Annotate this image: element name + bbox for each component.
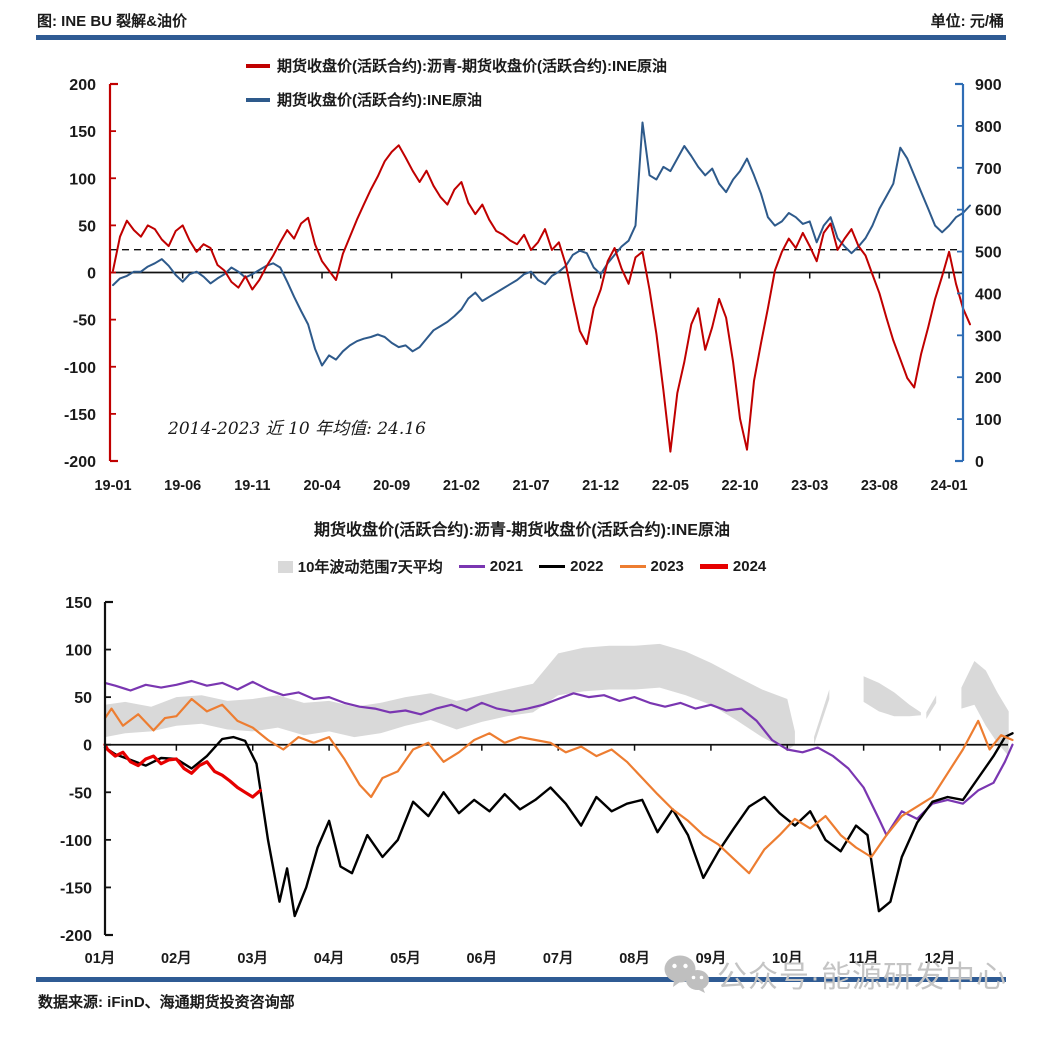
seasonal-line-2022 xyxy=(103,732,1014,918)
ten-year-range-band xyxy=(105,643,795,751)
legend-marker-2023 xyxy=(619,565,646,568)
ten-year-range-band xyxy=(961,661,1009,757)
legend-label-crude: 期货收盘价(活跃合约):INE原油 xyxy=(277,92,482,109)
top-x-tick-label: 22-05 xyxy=(652,478,689,494)
mean-value-annotation: 2014-2023 近 10 年均值: 24.16 xyxy=(168,419,426,439)
watermark-text: 公众号·能源研发中心 xyxy=(717,961,1007,994)
top-x-tick-label: 19-11 xyxy=(234,478,270,494)
legend-item-2024: 2024 xyxy=(699,558,767,575)
top-x-tick-label: 21-07 xyxy=(512,478,549,494)
top-x-tick-label: 21-02 xyxy=(443,478,480,494)
bottom-x-tick-label: 07月 xyxy=(543,950,574,967)
top-left-tick-label: 50 xyxy=(78,218,96,235)
top-x-tick-label: 21-12 xyxy=(582,478,619,494)
bottom-x-tick-label: 10月 xyxy=(772,950,803,967)
bottom-left-tick-label: -100 xyxy=(60,833,92,850)
ten-year-range-band xyxy=(863,676,921,717)
ten-year-range-band xyxy=(814,689,830,745)
legend-marker-2022 xyxy=(539,565,566,568)
legend-label-2021: 2021 xyxy=(489,558,524,575)
unit-label: 单位: 元/桶 xyxy=(930,13,1004,30)
bottom-x-tick-label: 02月 xyxy=(161,950,192,967)
top-left-tick-label: 200 xyxy=(69,77,96,94)
legend-label-2023: 2023 xyxy=(650,558,684,575)
legend-marker-2024 xyxy=(699,564,728,569)
bottom-x-tick-label: 09月 xyxy=(696,950,727,967)
legend-swatch-band xyxy=(277,560,293,573)
top-x-tick-label: 23-08 xyxy=(861,478,898,494)
top-right-tick-label: 200 xyxy=(975,370,1002,387)
legend-marker-crack xyxy=(246,63,270,68)
bottom-x-tick-label: 11月 xyxy=(849,950,879,967)
legend-label-crack: 期货收盘价(活跃合约):沥青-期货收盘价(活跃合约):INE原油 xyxy=(277,58,667,75)
header-divider xyxy=(36,35,1006,40)
top-x-tick-label: 19-01 xyxy=(94,478,131,494)
watermark: 公众号·能源研发中心 xyxy=(664,952,1007,996)
bottom-left-tick-label: -200 xyxy=(60,928,92,945)
crude-price-line xyxy=(112,121,971,367)
top-left-tick-label: -150 xyxy=(64,407,96,424)
wechat-icon xyxy=(664,955,709,993)
seasonal-line-2023 xyxy=(103,697,1014,875)
top-x-tick-label: 23-03 xyxy=(791,478,828,494)
crack-spread-line xyxy=(112,144,971,453)
top-right-tick-label: 300 xyxy=(975,328,1002,345)
top-right-tick-label: 400 xyxy=(975,286,1002,303)
legend-item-2022: 2022 xyxy=(539,558,604,575)
top-chart-legend: 期货收盘价(活跃合约):沥青-期货收盘价(活跃合约):INE原油 期货收盘价(活… xyxy=(246,55,667,110)
legend-item-band: 10年波动范围7天平均 xyxy=(277,556,443,577)
top-left-tick-label: -50 xyxy=(73,313,96,330)
top-right-tick-label: 100 xyxy=(975,412,1002,429)
bottom-left-tick-label: 50 xyxy=(74,690,92,707)
legend-marker-2021 xyxy=(458,565,485,568)
bottom-chart-legend: 10年波动范围7天平均 2021 2022 2023 2024 xyxy=(0,556,1044,577)
top-right-tick-label: 500 xyxy=(975,245,1002,262)
top-left-tick-label: -200 xyxy=(64,454,96,471)
top-right-tick-label: 900 xyxy=(975,77,1002,94)
bottom-chart-title: 期货收盘价(活跃合约):沥青-期货收盘价(活跃合约):INE原油 xyxy=(314,522,730,539)
legend-label-2022: 2022 xyxy=(570,558,604,575)
bottom-left-tick-label: 100 xyxy=(65,643,92,660)
legend-item-2021: 2021 xyxy=(458,558,524,575)
bottom-x-tick-label: 06月 xyxy=(466,950,497,967)
top-left-tick-label: 100 xyxy=(69,171,96,188)
legend-label-2024: 2024 xyxy=(732,558,767,575)
legend-item-2023: 2023 xyxy=(619,558,684,575)
top-x-tick-label: 22-10 xyxy=(722,478,759,494)
legend-item-crack: 期货收盘价(活跃合约):沥青-期货收盘价(活跃合约):INE原油 xyxy=(246,55,667,76)
page-title: 图: INE BU 裂解&油价 xyxy=(37,13,188,30)
top-left-tick-label: -100 xyxy=(64,360,96,377)
bottom-x-tick-label: 12月 xyxy=(925,950,956,967)
bottom-x-tick-label: 04月 xyxy=(314,950,345,967)
top-right-tick-label: 600 xyxy=(975,203,1002,220)
top-x-tick-label: 19-06 xyxy=(164,478,201,494)
legend-label-band: 10年波动范围7天平均 xyxy=(297,559,443,576)
bottom-x-tick-label: 08月 xyxy=(619,950,650,967)
data-source: 数据来源: iFinD、海通期货投资咨询部 xyxy=(38,994,295,1011)
bottom-left-tick-label: -150 xyxy=(60,880,92,897)
seasonal-line-2024 xyxy=(103,743,262,799)
bottom-x-tick-label: 05月 xyxy=(390,950,421,967)
seasonal-line-2021 xyxy=(103,679,1014,837)
legend-item-crude: 期货收盘价(活跃合约):INE原油 xyxy=(246,89,667,110)
top-left-tick-label: 0 xyxy=(87,266,96,283)
bottom-left-tick-label: 0 xyxy=(83,738,92,755)
top-x-tick-label: 24-01 xyxy=(931,478,968,494)
top-x-tick-label: 20-09 xyxy=(373,478,410,494)
legend-marker-crude xyxy=(246,97,270,102)
footer-divider xyxy=(36,977,1006,982)
top-right-tick-label: 700 xyxy=(975,161,1002,178)
bottom-x-tick-label: 03月 xyxy=(237,950,268,967)
ten-year-range-band xyxy=(926,695,937,719)
top-x-tick-label: 20-04 xyxy=(303,478,340,494)
bottom-left-tick-label: -50 xyxy=(69,785,92,802)
top-right-tick-label: 0 xyxy=(975,454,984,471)
bottom-left-tick-label: 150 xyxy=(65,595,92,612)
bottom-x-tick-label: 01月 xyxy=(85,950,116,967)
top-right-tick-label: 800 xyxy=(975,119,1002,136)
top-left-tick-label: 150 xyxy=(69,124,96,141)
